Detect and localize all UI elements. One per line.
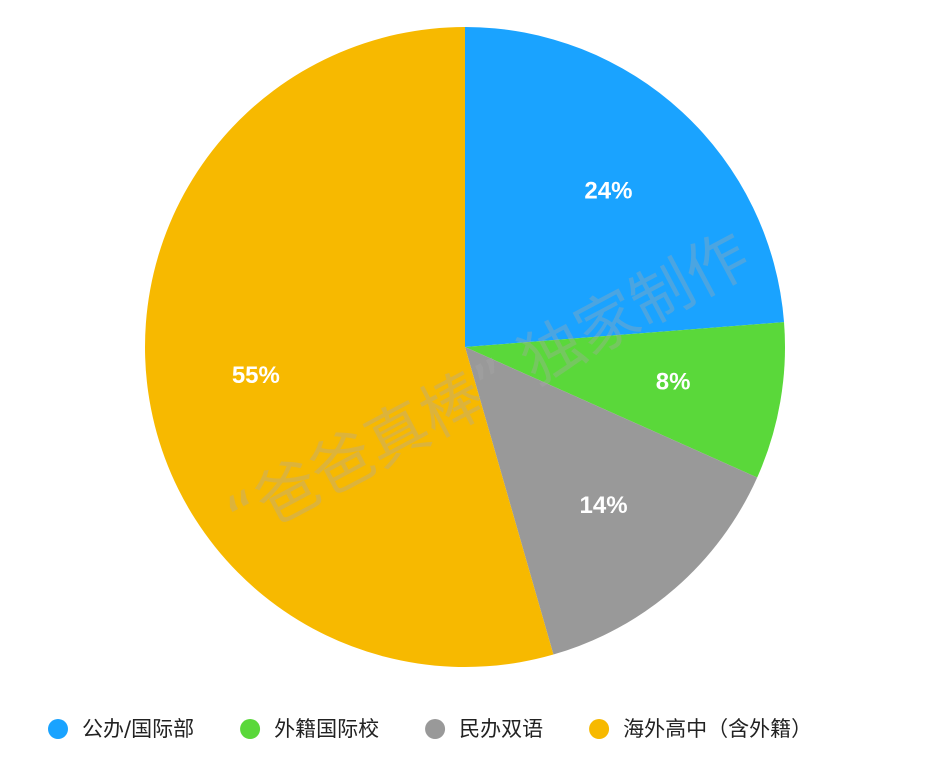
legend-marker [425,719,446,739]
value-label: 8% [656,368,691,395]
value-label: 14% [580,492,628,519]
legend-label: 海外高中（含外籍） [623,717,812,741]
legend-label: 公办/国际部 [82,717,194,741]
pie-slice [145,27,554,667]
legend-label: 民办双语 [459,717,543,741]
legend-label: 外籍国际校 [274,717,379,741]
legend-marker [240,719,261,739]
value-label: 55% [232,362,280,389]
value-label: 24% [584,177,632,204]
legend-marker [48,719,68,739]
pie-slice [465,347,758,655]
pie-slice [465,27,785,347]
pie-slice [465,322,785,478]
legend-marker [589,719,610,739]
pie [145,27,785,667]
